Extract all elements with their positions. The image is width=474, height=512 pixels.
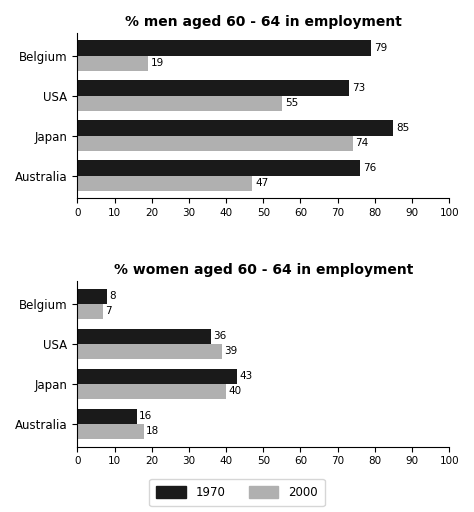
Title: % women aged 60 - 64 in employment: % women aged 60 - 64 in employment [114,263,413,277]
Text: 16: 16 [139,411,152,421]
Bar [77,40,371,56]
Bar [77,369,237,384]
Bar [77,409,137,424]
Text: 39: 39 [224,347,237,356]
Text: 18: 18 [146,426,159,436]
Bar [77,289,107,304]
Legend: 1970, 2000: 1970, 2000 [149,479,325,506]
Text: 55: 55 [285,98,298,108]
Bar [77,424,144,439]
Text: 73: 73 [352,83,365,93]
Text: 85: 85 [396,123,410,133]
Bar [77,80,349,96]
Bar [77,304,103,319]
Text: 76: 76 [363,163,376,173]
Text: 19: 19 [151,58,164,68]
Text: 7: 7 [105,307,112,316]
Text: 36: 36 [213,331,226,341]
Text: 40: 40 [228,387,241,396]
Bar [77,120,393,136]
Bar [77,160,360,176]
Bar [77,56,148,71]
Bar [77,384,226,399]
Text: 43: 43 [239,371,252,381]
Text: 74: 74 [356,138,369,148]
Text: 79: 79 [374,43,387,53]
Bar [77,136,353,151]
Bar [77,176,252,191]
Bar [77,344,222,359]
Title: % men aged 60 - 64 in employment: % men aged 60 - 64 in employment [125,15,401,29]
Text: 8: 8 [109,291,116,301]
Bar [77,96,282,111]
Text: 47: 47 [255,178,268,188]
Bar [77,329,211,344]
